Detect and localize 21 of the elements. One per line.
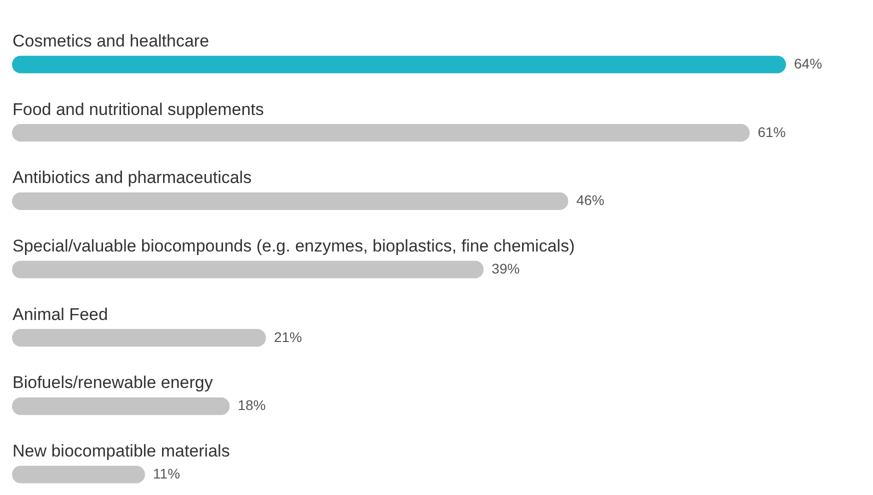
data-label: 46% [576, 192, 604, 208]
bar [12, 192, 568, 210]
y-tick-label: Antibiotics and pharmaceuticals [12, 168, 252, 188]
data-label: 11% [153, 466, 180, 482]
y-tick-label: Food and nutritional supplements [12, 100, 264, 119]
bar [12, 466, 146, 484]
data-label: 21% [274, 328, 302, 345]
data-label: 18% [238, 397, 266, 414]
y-tick-label: Animal Feed [12, 304, 108, 324]
bar [12, 56, 786, 74]
y-tick-label: Biofuels/renewable energy [12, 373, 214, 392]
y-tick-label: New biocompatible materials [12, 442, 230, 461]
bar [12, 397, 230, 416]
bar [12, 124, 750, 142]
data-label: 64% [794, 55, 822, 72]
data-label: 39% [492, 260, 520, 276]
y-tick-label: Special/valuable biocompounds (e.g. enzymes, bioplastics, fine chemicals) [12, 236, 575, 256]
data-label: 61% [758, 124, 786, 140]
y-tick-label: Cosmetics and healthcare [12, 31, 210, 50]
bar [12, 328, 266, 347]
bar [12, 260, 484, 278]
